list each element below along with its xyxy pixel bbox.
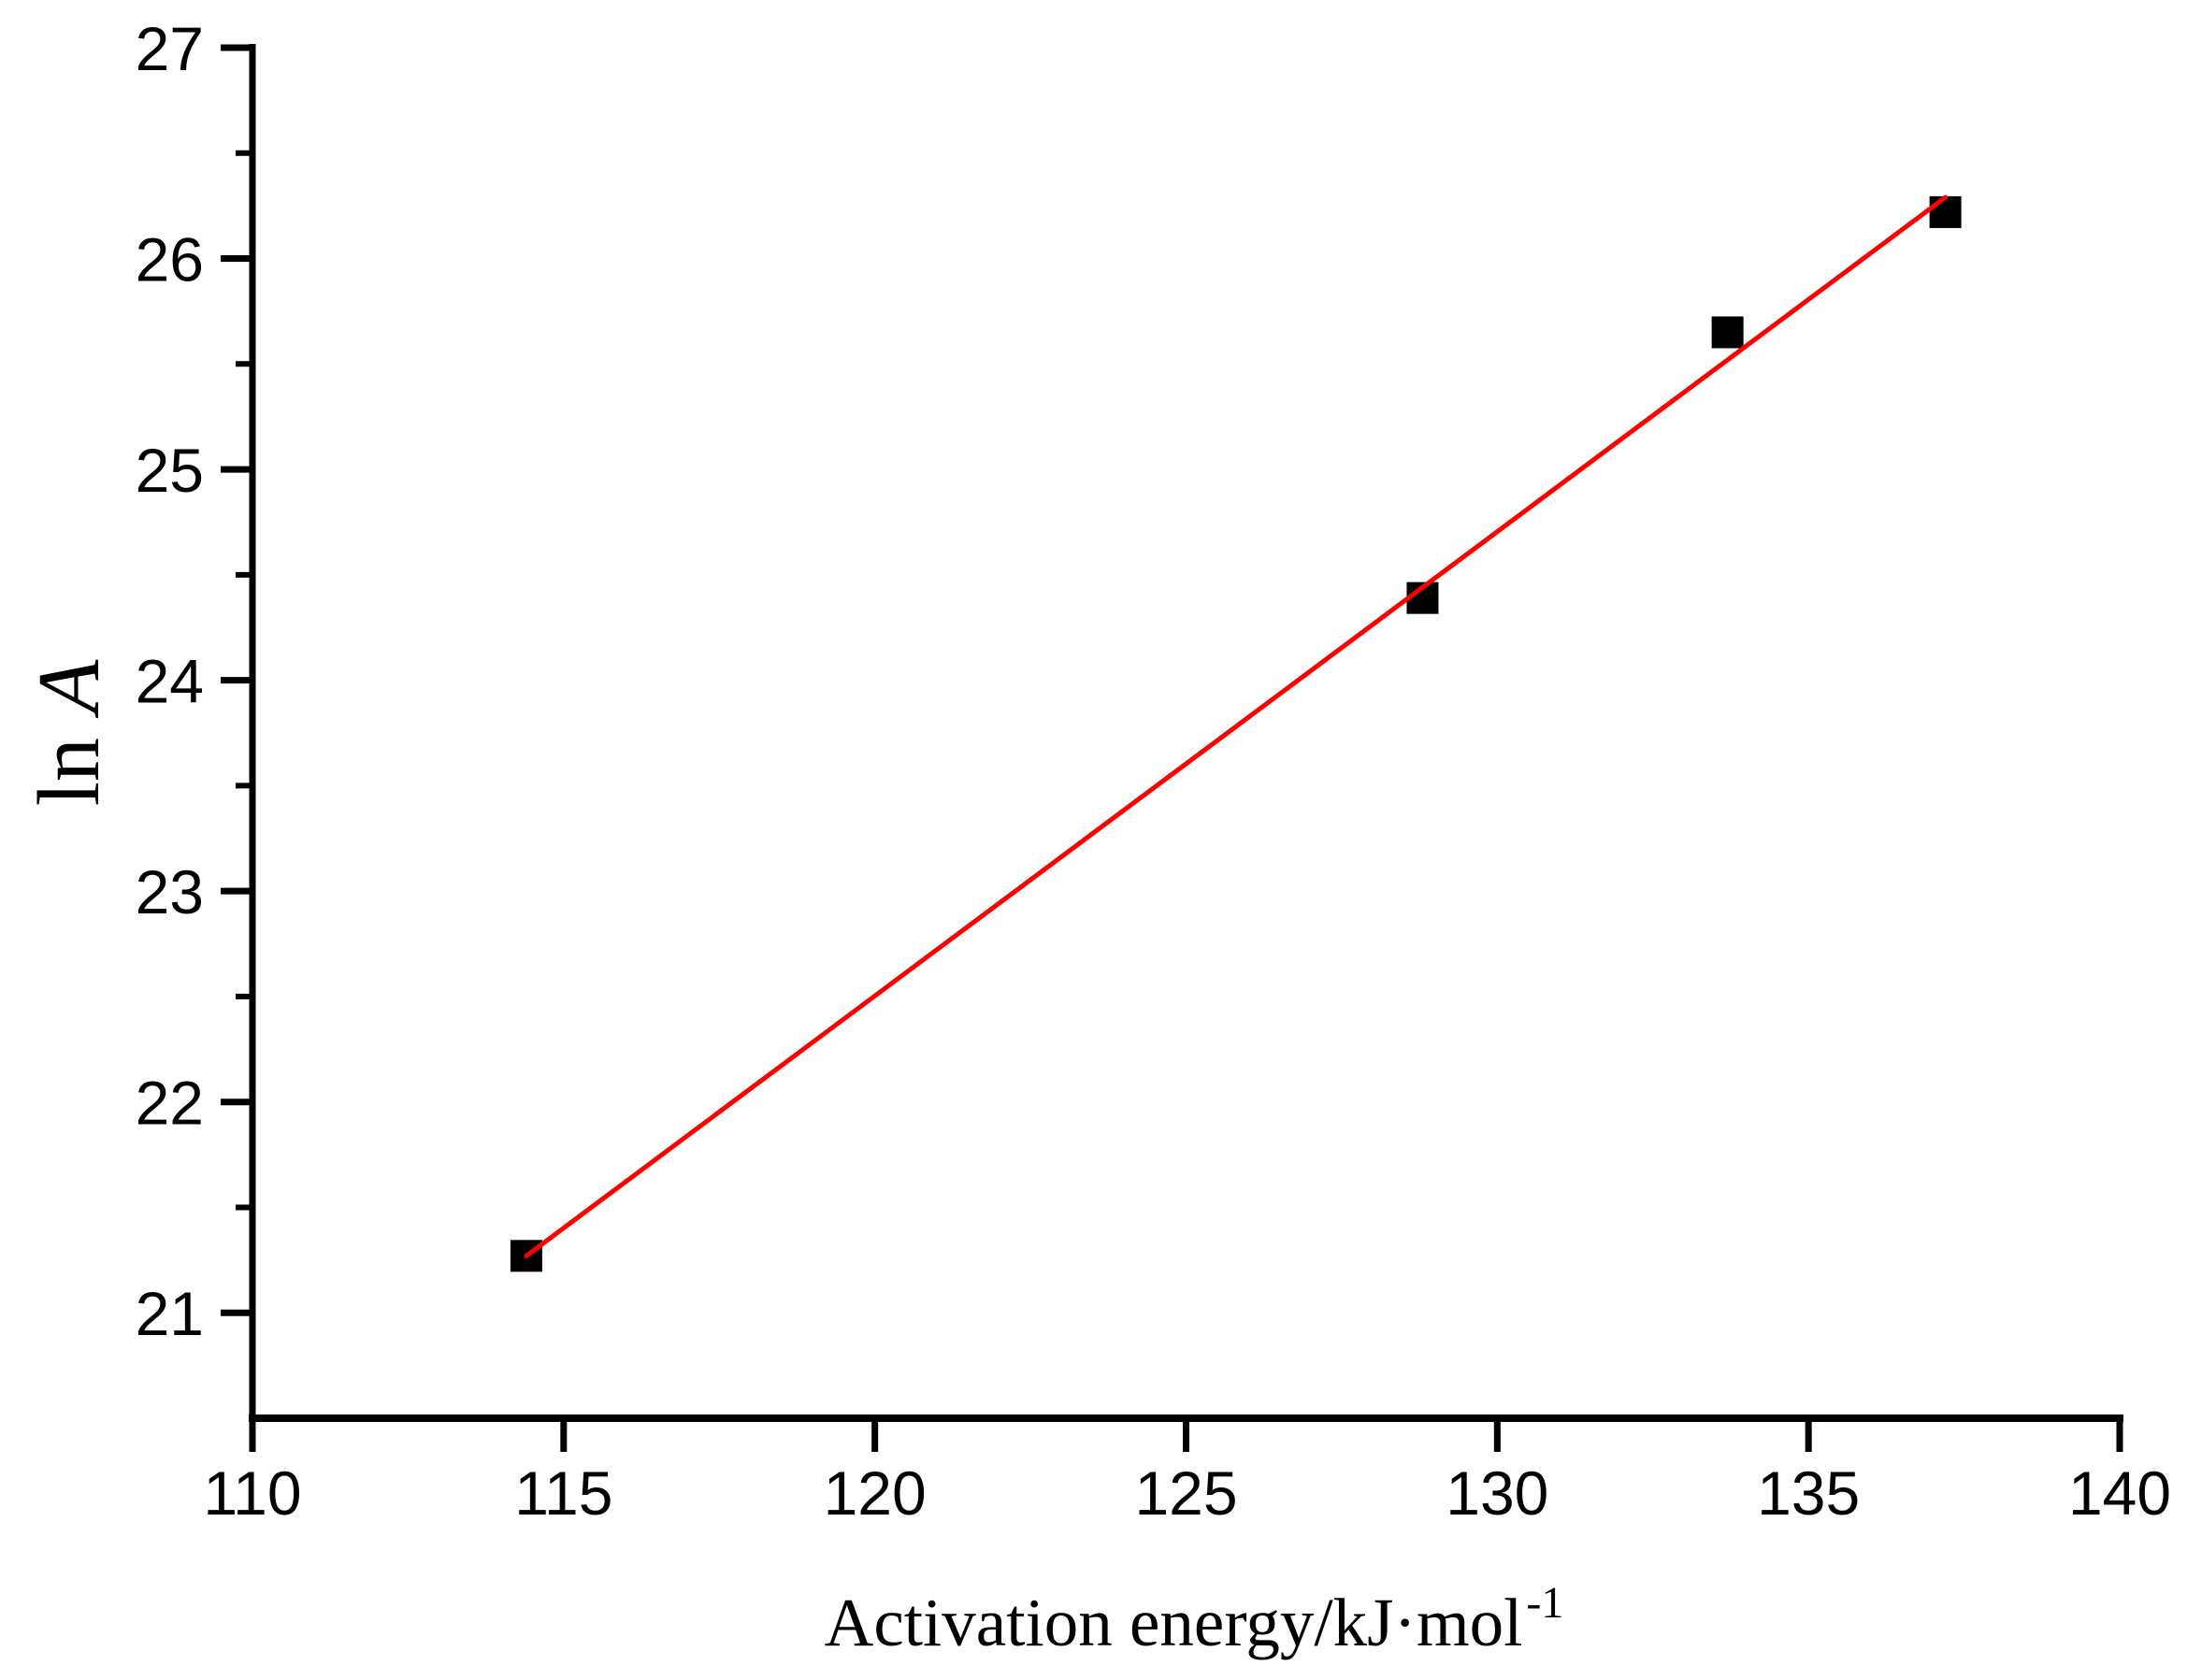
x-tick-label: 115 [514,1458,612,1528]
y-tick-label: 22 [136,1069,204,1138]
x-axis-title-superscript: -1 [1526,1578,1563,1628]
y-tick-label: 21 [136,1279,204,1348]
y-tick-label: 24 [136,647,204,716]
y-axis-title-word: ln [21,738,118,806]
fit-line [524,194,1949,1258]
y-tick-label: 25 [136,436,204,505]
data-point-marker [1711,316,1744,349]
x-tick-label: 130 [1446,1458,1548,1528]
y-axis-title: ln A [21,659,118,806]
y-tick-label: 27 [136,14,204,83]
y-tick-label: 23 [136,857,204,926]
x-tick-label: 135 [1757,1458,1860,1528]
x-tick-label: 110 [203,1458,301,1528]
plot-area: 21 22 23 24 25 26 27 110 115 120 125 130 135 140 [136,14,2171,1528]
x-tick-label: 140 [2068,1458,2171,1528]
x-axis-title-text: Activation energy/kJ·mol [825,1585,1523,1660]
x-axis-title: Activation energy/kJ·mol-1 [825,1578,1564,1660]
data-point-marker [1929,195,1962,228]
y-tick-label: 26 [136,225,204,294]
x-tick-label: 125 [1134,1458,1237,1528]
y-axis-title-symbol: A [21,659,118,719]
x-tick-label: 120 [824,1458,927,1528]
